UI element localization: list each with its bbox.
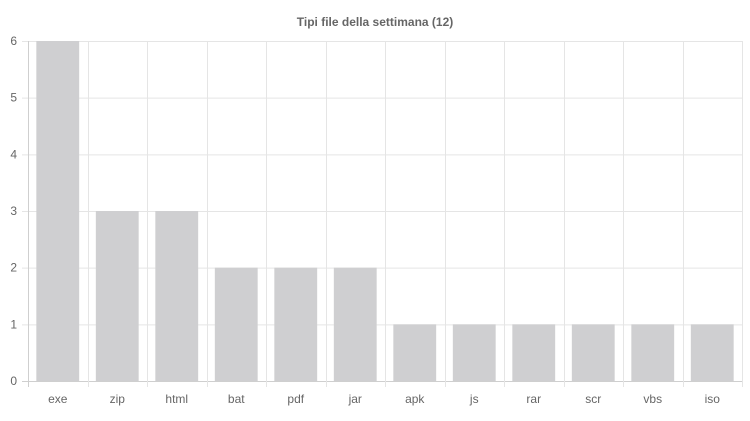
- x-tick-label: js: [469, 392, 479, 406]
- bar-js: [452, 324, 496, 381]
- x-tick-label: html: [165, 392, 188, 406]
- bar-zip: [95, 211, 139, 381]
- bar-jar: [333, 267, 377, 381]
- x-tick-label: bat: [228, 392, 245, 406]
- x-tick-label: apk: [405, 392, 425, 406]
- x-axis-ticks: exe zip html bat pdf jar apk js rar scr vbs iso: [48, 392, 720, 406]
- y-tick-label: 2: [10, 261, 17, 275]
- y-tick-label: 4: [10, 147, 17, 161]
- bar-html: [155, 211, 199, 381]
- grid-layer: [22, 41, 743, 387]
- bar-pdf: [274, 267, 318, 381]
- bar-apk: [393, 324, 437, 381]
- y-axis-ticks: 0 1 2 3 4 5 6: [10, 34, 17, 388]
- y-tick-label: 1: [10, 317, 17, 331]
- x-tick-label: vbs: [643, 392, 662, 406]
- bar-bat: [214, 267, 258, 381]
- y-tick-label: 6: [10, 34, 17, 48]
- x-tick-label: exe: [48, 392, 68, 406]
- x-tick-label: iso: [705, 392, 721, 406]
- x-tick-label: scr: [585, 392, 601, 406]
- x-tick-label: pdf: [287, 392, 304, 406]
- bar-iso: [690, 324, 734, 381]
- bar-exe: [36, 41, 80, 381]
- y-tick-label: 5: [10, 91, 17, 105]
- bar-vbs: [631, 324, 675, 381]
- x-tick-label: rar: [526, 392, 541, 406]
- bar-layer: [36, 41, 734, 381]
- y-tick-label: 3: [10, 204, 17, 218]
- chart-title: Tipi file della settimana (12): [297, 15, 454, 29]
- x-tick-label: jar: [348, 392, 362, 406]
- bar-rar: [512, 324, 556, 381]
- x-tick-label: zip: [110, 392, 126, 406]
- bar-scr: [571, 324, 615, 381]
- y-tick-label: 0: [10, 374, 17, 388]
